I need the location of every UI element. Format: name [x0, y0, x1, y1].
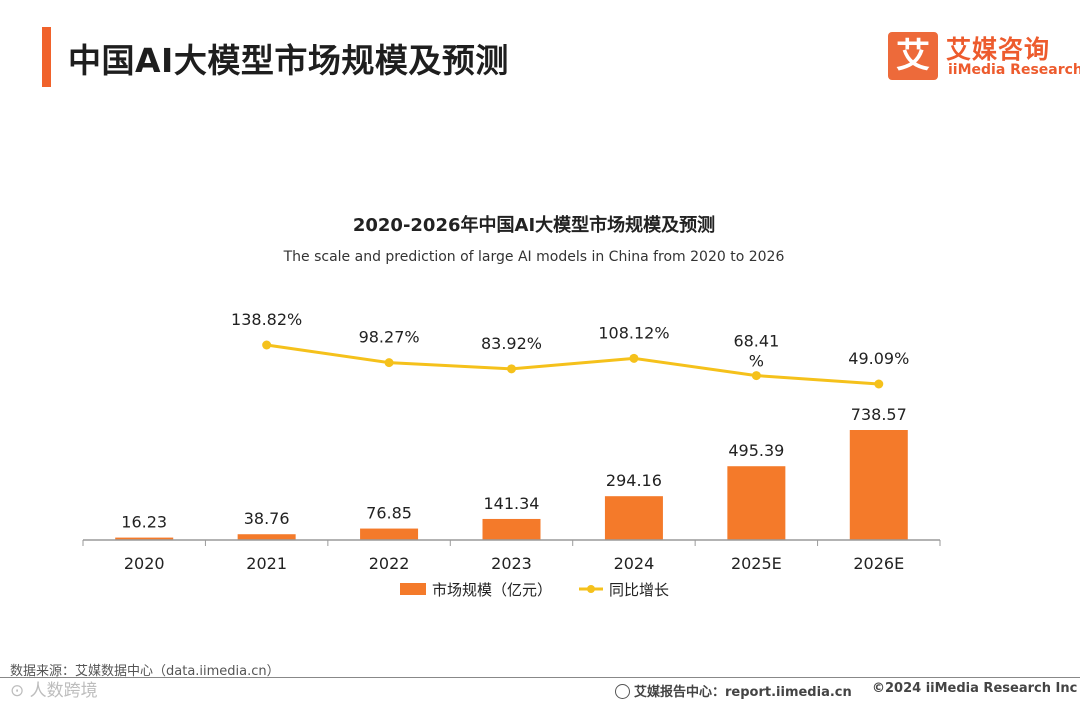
growth-value-label: 108.12%: [598, 323, 669, 342]
iimedia-logo: 艾 艾媒咨询 iiMedia Research: [888, 30, 1080, 82]
logo-mark-glyph: 艾: [896, 36, 930, 76]
growth-value-label: 49.09%: [848, 349, 909, 368]
market-size-chart: 2020-2026年中国AI大模型市场规模及预测 The scale and p…: [82, 214, 941, 599]
watermark: ⊙ 人数跨境: [10, 681, 98, 701]
bar-2020: [115, 537, 174, 540]
x-tick-label: 2021: [246, 554, 287, 573]
bar-2023: [482, 518, 541, 540]
title-accent-bar: [42, 27, 51, 87]
growth-point-2021: [262, 340, 272, 350]
growth-value-label: %: [749, 352, 764, 371]
bar-value-label: 495.39: [728, 441, 784, 460]
bar-value-label: 38.76: [244, 509, 290, 528]
bar-2026E: [849, 430, 908, 540]
growth-value-label: 138.82%: [231, 310, 302, 329]
x-axis: 2020 2021 2022 2023 2024 2025E 2026E: [82, 539, 941, 573]
bar-value-label: 294.16: [606, 471, 662, 490]
legend-line-label: 同比增长: [609, 581, 669, 599]
bar-value-label: 141.34: [484, 494, 540, 513]
chart-title: 2020-2026年中国AI大模型市场规模及预测: [353, 214, 715, 236]
footer-divider: [0, 677, 1080, 678]
growth-point-2026E: [874, 379, 884, 389]
logo-mark-icon: 艾: [888, 32, 938, 80]
growth-line-layer: 138.82% 98.27% 83.92% 108.12% 68.41% 49.09%: [231, 310, 909, 389]
bars-layer: 16.23 38.76 76.85 141.34 294.16 495.39 738.57: [115, 405, 908, 540]
growth-value-label: 83.92%: [481, 334, 542, 353]
bar-2021: [237, 534, 296, 540]
growth-line: [266, 343, 879, 386]
legend-line-marker: [587, 585, 595, 593]
bar-2025E: [727, 466, 786, 540]
growth-point-2025E: [751, 371, 761, 381]
footer-report-text: 艾媒报告中心：report.iimedia.cn: [634, 685, 852, 700]
data-source: 数据来源：艾媒数据中心（data.iimedia.cn）: [10, 664, 280, 679]
legend-bar-swatch: [400, 583, 426, 595]
logo-english-name: iiMedia Research: [948, 62, 1080, 78]
growth-value-label: 98.27%: [359, 328, 420, 347]
growth-value-label: 68.41: [733, 332, 779, 351]
footer-copyright: ©2024 iiMedia Research Inc: [872, 681, 1078, 696]
logo-chinese-name: 艾媒咨询: [946, 35, 1051, 64]
bar-2024: [604, 496, 663, 540]
bar-value-label: 76.85: [366, 504, 412, 523]
x-tick-label: 2024: [614, 554, 655, 573]
growth-point-2022: [384, 358, 394, 368]
x-tick-label: 2020: [124, 554, 165, 573]
footer-report-link[interactable]: 艾媒报告中心：report.iimedia.cn: [615, 681, 852, 700]
x-tick-label: 2022: [369, 554, 410, 573]
bar-value-label: 16.23: [121, 513, 167, 532]
legend-bar-label: 市场规模（亿元）: [432, 581, 552, 599]
chart-legend: 市场规模（亿元） 同比增长: [400, 581, 669, 599]
x-tick-label: 2025E: [731, 554, 782, 573]
bar-2022: [360, 528, 419, 540]
bar-value-label: 738.57: [851, 405, 907, 424]
x-tick-label: 2023: [491, 554, 532, 573]
page-title: 中国AI大模型市场规模及预测: [68, 41, 509, 80]
chart-subtitle: The scale and prediction of large AI mod…: [283, 249, 785, 265]
x-tick-label: 2026E: [853, 554, 904, 573]
globe-icon: [615, 684, 630, 699]
growth-point-2023: [507, 364, 516, 374]
growth-point-2024: [629, 353, 639, 363]
